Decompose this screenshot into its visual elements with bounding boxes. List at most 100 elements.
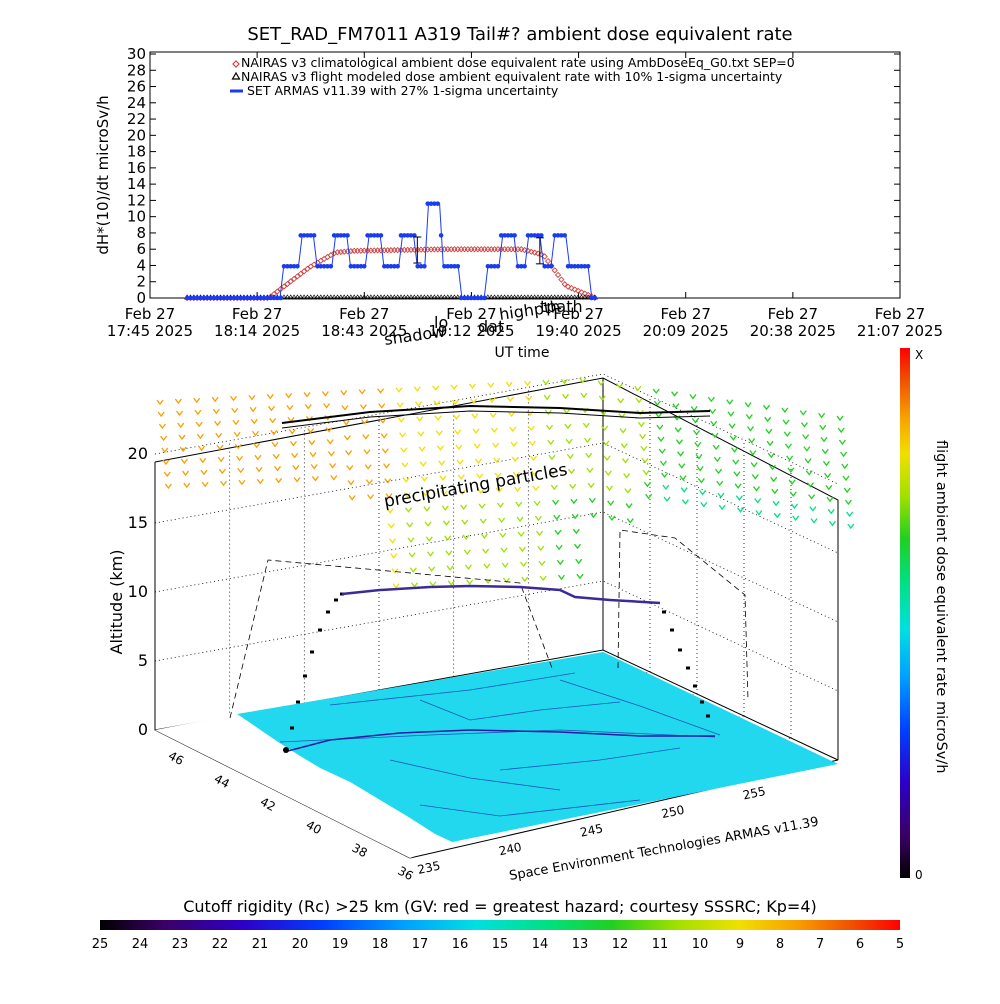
armas-point [228, 295, 233, 301]
dose-arrow [161, 447, 169, 454]
dose-arrow [765, 428, 773, 435]
dose-arrow [568, 468, 576, 475]
climb-marker [310, 650, 314, 654]
nairas-climatological-point [287, 278, 294, 285]
colorbar-tick-label: 22 [212, 937, 229, 952]
colorbar-tick-label: 16 [452, 937, 469, 952]
dose-arrow [623, 473, 631, 479]
armas-point [238, 295, 243, 301]
ground-ocean [155, 714, 452, 858]
dose-arrow [199, 457, 207, 464]
dose-arrow [233, 431, 241, 438]
dose-arrow [696, 465, 704, 472]
nairas-flight-point [307, 294, 314, 300]
armas-point [251, 295, 257, 301]
overlay-label-lo: lo [434, 313, 448, 332]
nairas-climatological-point [374, 247, 381, 254]
armas-point [505, 233, 511, 238]
dose-arrow [347, 480, 355, 486]
dose-arrow [234, 443, 242, 450]
climb-marker [334, 598, 338, 602]
dose-arrow [214, 420, 222, 427]
legend-label-nairas-flight: NAIRAS v3 flight modeled dose ambient eq… [241, 69, 783, 84]
nairas-flight-point [524, 294, 532, 300]
3d-latitude-axis: 46 44 42 40 38 36 [166, 749, 416, 884]
nairas-climatological-point [568, 284, 575, 292]
nairas-flight-point [528, 294, 535, 300]
dose-arrow [710, 420, 718, 427]
vertical-colorbar-title: flight ambient dose equivalent rate micr… [933, 440, 949, 773]
nairas-climatological-point [404, 246, 411, 254]
armas-point [194, 295, 200, 301]
dose-arrow [819, 424, 827, 431]
x-tick-label-time: 19:12 2025 [428, 322, 514, 340]
x-tick-label-date: Feb 27 [768, 305, 818, 323]
dose-arrow [402, 477, 410, 483]
dose-arrow [410, 582, 419, 588]
nairas-climatological-point [468, 246, 475, 253]
armas-point [492, 263, 497, 269]
armas-point [468, 295, 474, 301]
armas-point [425, 201, 431, 206]
armas-point [402, 233, 407, 238]
colorbar-tick-label: 13 [572, 937, 589, 952]
dose-arrow [386, 508, 394, 514]
nairas-flight-point [561, 294, 568, 300]
dose-arrow [530, 455, 538, 462]
armas-point [355, 263, 360, 269]
dose-arrow [553, 514, 561, 521]
nairas-flight-point [447, 294, 455, 300]
descent-marker [686, 666, 690, 670]
dose-arrow [428, 566, 436, 572]
armas-point [422, 263, 427, 269]
armas-point [565, 263, 571, 269]
dose-arrow [707, 396, 715, 403]
colorbar-tick-label: 8 [776, 937, 784, 952]
vertical-colorbar-bottom-label: 0 [915, 868, 923, 882]
dose-arrow [218, 468, 226, 475]
armas-point [375, 233, 380, 238]
armas-point [315, 263, 320, 269]
dose-arrow [607, 500, 615, 506]
dose-arrow [677, 451, 685, 457]
dose-arrow [804, 458, 812, 464]
dose-arrow [309, 452, 317, 458]
dose-arrow [564, 423, 572, 430]
y-tick-label: 12 [127, 191, 146, 209]
colorbar-tick-label: 15 [492, 937, 509, 952]
dose-arrow [511, 456, 519, 463]
dose-arrow [220, 480, 228, 487]
dose-arrow [434, 415, 442, 421]
nairas-climatological-point [518, 246, 525, 253]
legend-marker-triangle [231, 71, 241, 80]
nairas-climatological-point [464, 246, 471, 253]
armas-point [298, 233, 304, 238]
colorbar-tick-label: 5 [896, 937, 904, 952]
dose-arrow [500, 547, 508, 554]
dose-arrow [546, 424, 554, 431]
dose-arrow [342, 420, 350, 426]
x-tick-label-date: Feb 27 [446, 305, 496, 323]
nairas-flight-point [434, 294, 441, 300]
dose-arrow [464, 564, 472, 570]
dose-arrow [734, 483, 742, 489]
dose-arrow [231, 407, 239, 414]
altitude-gridline [154, 511, 839, 623]
armas-point [592, 295, 598, 301]
armas-point [361, 263, 367, 269]
dose-arrow [326, 439, 334, 445]
nairas-flight-point [441, 294, 448, 300]
y-tick-label: 26 [127, 78, 146, 96]
colorbar-tick-label: 17 [412, 937, 429, 952]
armas-point [522, 263, 527, 269]
altitude-tick-label: 5 [138, 651, 148, 670]
dose-arrow [681, 499, 689, 505]
dose-arrow [505, 381, 513, 388]
dose-arrow [802, 434, 810, 440]
dose-arrow [582, 422, 590, 429]
dose-arrow [548, 454, 556, 461]
nairas-flight-point [451, 294, 458, 300]
nairas-flight-point [578, 294, 585, 300]
